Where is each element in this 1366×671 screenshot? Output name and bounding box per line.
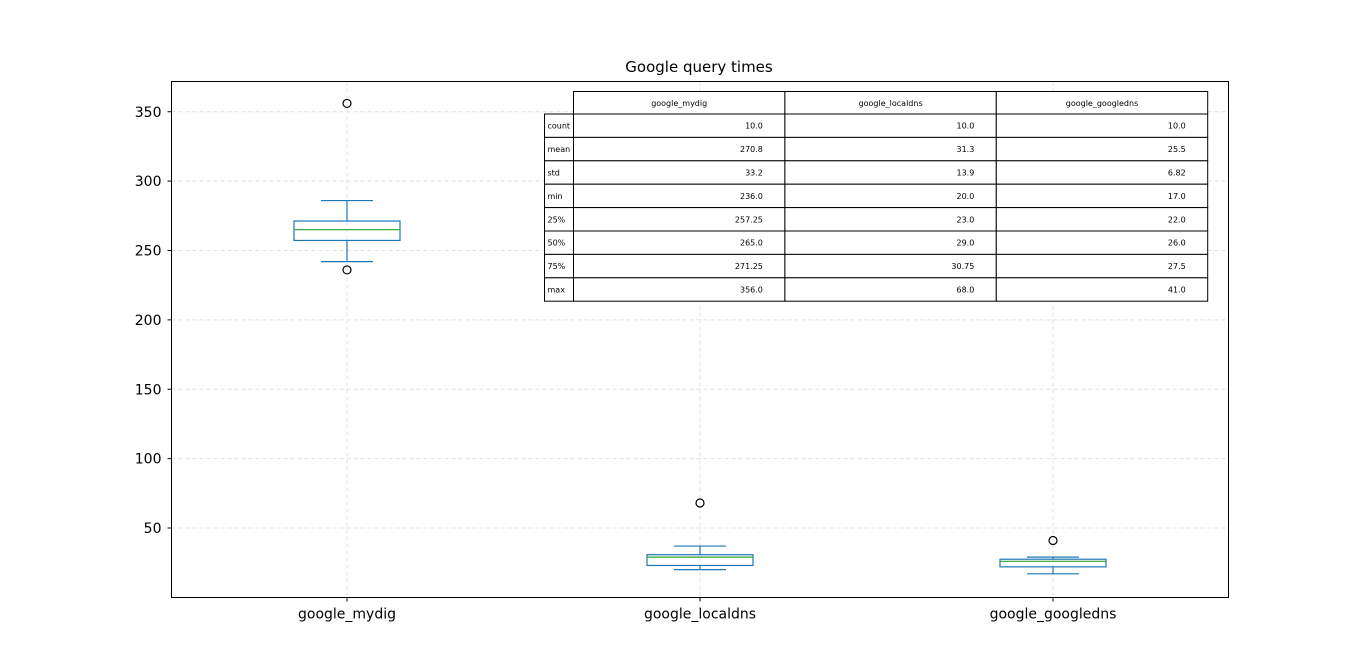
chart-title: Google query times — [625, 58, 773, 76]
table-header-label: google_googledns — [1066, 99, 1139, 108]
table-cell — [995, 277, 1209, 302]
box-google_localdns — [646, 498, 754, 571]
table-cell-value: 26.0 — [1168, 239, 1186, 248]
table-row-label: min — [548, 192, 563, 201]
y-tick-label: 250 — [135, 244, 162, 260]
table-cell-value: 10.0 — [1168, 122, 1186, 131]
y-tick-label: 50 — [144, 521, 162, 537]
table-cell-value: 33.2 — [745, 169, 763, 178]
box-body — [646, 554, 754, 567]
table-cell-value: 270.8 — [740, 145, 763, 154]
stats-table: google_mydig google_localdns google_google… — [544, 91, 1209, 302]
box-google_googledns — [999, 535, 1107, 575]
table-row-label: 25% — [548, 215, 566, 224]
outlier-point — [342, 98, 352, 109]
table-cell-value: 22.0 — [1168, 215, 1186, 224]
table-cell-value: 25.5 — [1168, 145, 1186, 154]
outlier-point — [1048, 535, 1058, 546]
y-axis: 50 100 150 200 250 300 350 — [135, 105, 172, 537]
table-row-label: 50% — [548, 239, 566, 248]
y-tick-label: 150 — [135, 382, 162, 398]
outlier-point — [695, 498, 705, 508]
y-tick-label: 200 — [135, 313, 162, 329]
table-cell-value: 10.0 — [956, 122, 974, 131]
box-google_mydig — [293, 98, 401, 275]
table-cell-value: 31.3 — [956, 145, 974, 154]
table-cell-value: 271.25 — [735, 262, 763, 271]
table-row-label: count — [548, 122, 571, 131]
table-row-label: mean — [548, 145, 571, 154]
table-cell-value: 29.0 — [956, 239, 974, 248]
table-cell-value: 17.0 — [1168, 192, 1186, 201]
table-cell-value: 41.0 — [1168, 286, 1186, 295]
table-header-label: google_mydig — [651, 99, 707, 108]
x-tick-label: google_localdns — [644, 607, 756, 623]
x-tick-label: google_mydig — [298, 607, 396, 623]
table-cell-value: 20.0 — [956, 192, 974, 201]
table-cell-value: 356.0 — [740, 286, 763, 295]
outlier-point — [342, 265, 352, 275]
y-tick-label: 350 — [135, 105, 162, 121]
x-axis: google_mydig google_localdns google_google… — [298, 597, 1117, 623]
table-cell-value: 27.5 — [1168, 262, 1186, 271]
box-body — [999, 558, 1107, 568]
box-body — [293, 220, 401, 242]
x-tick-label: google_googledns — [990, 607, 1117, 623]
table-cell-value: 23.0 — [956, 215, 974, 224]
boxes — [293, 98, 1107, 575]
table-cell-value: 30.75 — [951, 262, 974, 271]
table-cell-value: 6.82 — [1168, 169, 1186, 178]
table-cell-value: 236.0 — [740, 192, 763, 201]
table-row-label: 75% — [548, 262, 566, 271]
y-tick-label: 100 — [135, 452, 162, 468]
table-cell-value: 257.25 — [735, 215, 763, 224]
y-tick-label: 300 — [135, 174, 162, 190]
table-row-label: std — [548, 169, 560, 178]
table-header-label: google_localdns — [859, 99, 923, 108]
table-row-label: max — [548, 286, 566, 295]
table-cell-value: 10.0 — [745, 122, 763, 131]
table-cell-value: 13.9 — [956, 169, 974, 178]
table-cell-value: 265.0 — [740, 239, 763, 248]
table-cell-value: 68.0 — [956, 286, 974, 295]
